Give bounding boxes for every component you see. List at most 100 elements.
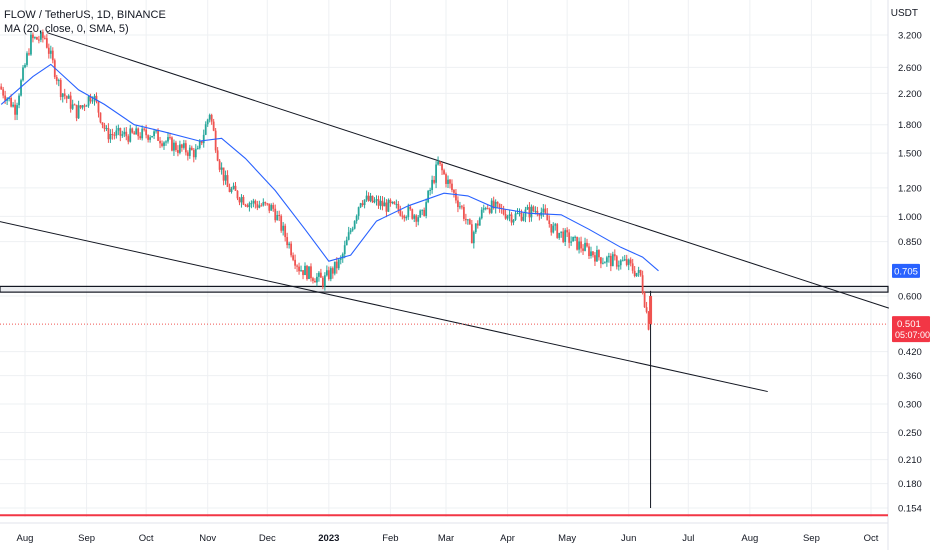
candle-body <box>75 104 78 119</box>
candle-body <box>419 210 422 218</box>
candle-body <box>516 213 519 215</box>
candle-body <box>502 208 505 215</box>
candle-body <box>329 268 332 280</box>
candle-body <box>145 129 148 136</box>
candle-body <box>532 206 535 212</box>
candle-body <box>194 149 197 158</box>
candle-body <box>365 195 368 200</box>
symbol-title[interactable]: FLOW / TetherUS, 1D, BINANCE <box>4 9 166 21</box>
candle-body <box>240 196 243 203</box>
candle-body <box>379 200 382 206</box>
candle-body <box>327 270 330 280</box>
candle-body <box>389 199 392 204</box>
candle-body <box>455 192 457 201</box>
candle-body <box>538 214 541 216</box>
candle-body <box>238 198 241 203</box>
candle-body <box>637 270 640 273</box>
candle-body <box>320 272 322 278</box>
candle-body <box>38 39 40 41</box>
indicator-title[interactable]: MA (20, close, 0, SMA, 5) <box>4 23 129 35</box>
candle-body <box>506 215 509 219</box>
candle-body <box>367 195 370 201</box>
candle-body <box>564 230 567 242</box>
candle-body <box>99 112 102 123</box>
candle-body <box>631 263 634 271</box>
candle-body <box>87 96 90 106</box>
candle-body <box>4 95 7 101</box>
candle-body <box>405 217 408 219</box>
candle-body <box>486 208 489 210</box>
candle-body <box>139 136 142 139</box>
candle-body <box>381 200 384 207</box>
chart-legend[interactable]: FLOW / TetherUS, 1D, BINANCE MA (20, clo… <box>4 8 166 36</box>
candle-body <box>349 230 352 233</box>
candle-body <box>361 203 364 206</box>
candle-body <box>232 185 235 189</box>
candle-body <box>387 199 390 212</box>
y-tick-label: 1.000 <box>898 212 922 223</box>
x-tick-label: Oct <box>864 533 879 544</box>
candle-body <box>447 179 449 184</box>
candle-body <box>641 275 644 293</box>
candle-body <box>30 34 32 55</box>
candle-body <box>371 195 374 203</box>
last-price-badge <box>892 316 930 343</box>
candle-body <box>216 150 219 161</box>
candle-body <box>574 236 576 238</box>
candle-body <box>488 208 491 213</box>
candle-body <box>236 190 239 199</box>
candle-body <box>429 189 432 191</box>
candle-body <box>105 128 108 130</box>
candle-body <box>586 242 588 247</box>
last-price-text: 0.501 <box>897 319 921 330</box>
candle-body <box>141 128 144 139</box>
candle-body <box>274 208 277 221</box>
x-tick-label: Jun <box>621 533 636 544</box>
candle-body <box>578 241 580 250</box>
candle-body <box>480 209 483 219</box>
candle-body <box>568 232 571 243</box>
candle-body <box>179 144 181 153</box>
candle-body <box>534 210 537 212</box>
candle-body <box>266 203 269 205</box>
candle-body <box>482 208 485 210</box>
candle-body <box>417 217 420 222</box>
candle-body <box>111 133 114 135</box>
candle-body <box>570 241 573 243</box>
candle-body <box>57 80 60 82</box>
candle-body <box>167 137 169 142</box>
candle-body <box>484 208 487 210</box>
candle-body <box>508 214 511 216</box>
candle-body <box>151 136 153 138</box>
x-tick-label: Sep <box>803 533 820 544</box>
candle-body <box>196 148 199 150</box>
candle-body <box>184 143 187 153</box>
candle-body <box>95 95 98 102</box>
candle-body <box>562 231 565 242</box>
candle-body <box>602 262 604 264</box>
candle-body <box>441 164 443 171</box>
y-tick-label: 0.420 <box>898 347 922 358</box>
candle-body <box>415 215 418 222</box>
candle-body <box>188 147 191 156</box>
candle-body <box>576 236 578 250</box>
candle-body <box>528 207 531 218</box>
y-tick-label: 0.250 <box>898 428 922 439</box>
candle-body <box>286 237 289 246</box>
candle-body <box>147 135 150 140</box>
candle-body <box>572 236 575 242</box>
candle-body <box>69 95 72 109</box>
candle-body <box>461 206 463 208</box>
ma-value-text: 0.705 <box>894 266 918 277</box>
countdown-text: 05:07:00 <box>895 330 930 340</box>
candle-body <box>190 147 193 151</box>
candle-body <box>61 93 64 97</box>
x-tick-label: Feb <box>382 533 398 544</box>
candle-body <box>260 205 263 207</box>
candle-body <box>226 175 229 187</box>
candle-body <box>339 258 342 260</box>
candle-body <box>580 241 582 249</box>
candle-body <box>8 97 11 99</box>
